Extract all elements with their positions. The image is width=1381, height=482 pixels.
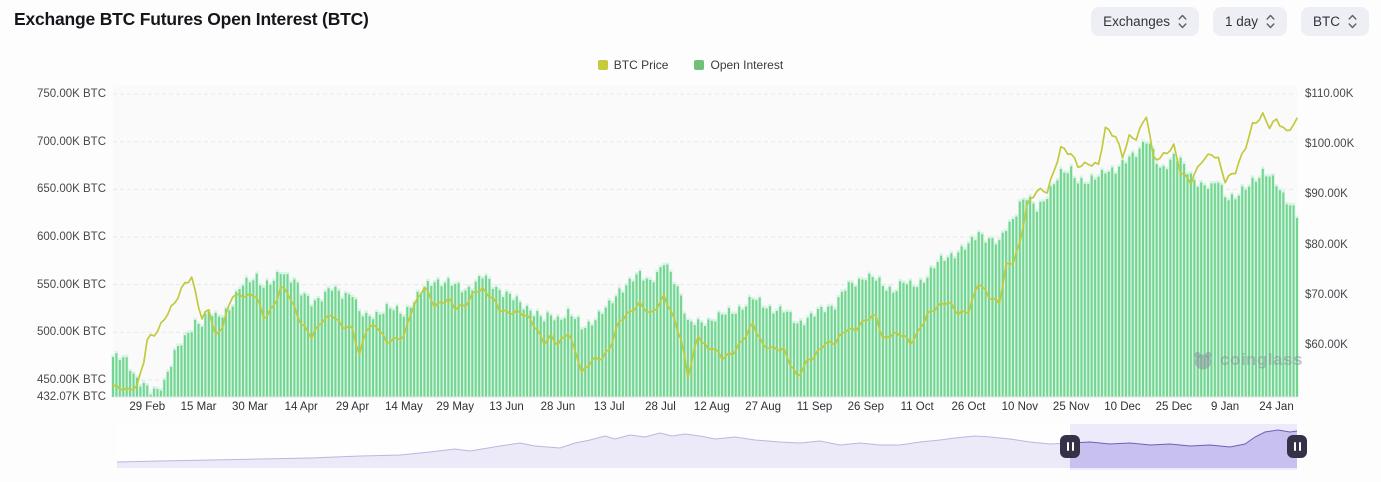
y-axis-left-label: 550.00K BTC [36,278,106,291]
y-axis-right-label: $90.00K [1305,188,1348,201]
legend-label-open-interest: Open Interest [710,58,784,72]
x-axis-label: 25 Nov [1052,401,1090,413]
x-axis-label: 29 Feb [129,401,166,413]
x-axis-label: 15 Mar [180,401,217,413]
x-axis-label: 9 Jan [1211,401,1240,413]
interval-dropdown-label: 1 day [1224,14,1258,29]
legend: BTC Price Open Interest [0,58,1381,72]
x-axis-label: 11 Sep [796,401,833,413]
x-axis-label: 28 Jun [540,401,576,413]
legend-item-btc-price[interactable]: BTC Price [597,58,669,72]
updown-chevron-icon [1266,14,1275,29]
chart-controls: Exchanges 1 day BTC [1091,7,1369,36]
y-axis-right-label: $80.00K [1305,238,1348,251]
navigator-handle-left[interactable] [1060,435,1080,458]
y-axis-left-label: 500.00K BTC [36,326,106,339]
unit-dropdown-label: BTC [1313,14,1340,29]
x-axis-label: 10 Nov [1001,401,1039,413]
exchanges-dropdown[interactable]: Exchanges [1091,7,1199,36]
y-axis-right-label: $110.00K [1305,88,1354,100]
y-axis-left-label: 432.07K BTC [36,391,106,403]
x-axis-label: 14 Apr [284,401,318,413]
x-axis-label: 26 Oct [951,401,986,413]
watermark-text: coinglass [1220,350,1303,369]
legend-item-open-interest[interactable]: Open Interest [694,58,783,72]
x-axis-label: 30 Mar [231,401,268,413]
x-axis-label: 28 Jul [645,401,676,413]
btc-price-swatch-icon [597,60,608,70]
legend-label-btc-price: BTC Price [613,58,669,72]
y-axis-left-label: 600.00K BTC [36,230,106,243]
coinglass-logo-icon [1194,351,1212,370]
page-title: Exchange BTC Futures Open Interest (BTC) [14,9,369,29]
y-axis-left-label: 750.00K BTC [36,88,106,100]
x-axis-label: 12 Aug [693,401,730,413]
x-axis-label: 24 Jan [1259,401,1294,413]
y-axis-left-label: 700.00K BTC [36,135,106,148]
watermark: coinglass [1191,348,1303,372]
open-interest-swatch-icon [694,60,705,70]
exchanges-dropdown-label: Exchanges [1103,14,1170,29]
x-axis-label: 29 Apr [335,401,370,413]
x-axis-label: 10 Dec [1104,401,1141,413]
navigator-track[interactable] [117,424,1297,470]
navigator-handle-right[interactable] [1287,435,1307,458]
updown-chevron-icon [1348,14,1357,29]
x-axis-label: 25 Dec [1155,401,1193,413]
y-axis-left-label: 650.00K BTC [36,183,106,196]
x-axis-label: 13 Jul [593,401,625,413]
x-axis-label: 13 Jun [489,401,524,413]
unit-dropdown[interactable]: BTC [1301,7,1369,36]
y-axis-left-label: 450.00K BTC [36,373,106,386]
y-axis-right-label: $60.00K [1305,339,1348,351]
x-axis-label: 26 Sep [847,401,885,413]
y-axis-right-label: $100.00K [1305,138,1355,151]
x-axis-label: 14 May [385,401,423,413]
x-axis-label: 29 May [436,401,475,413]
x-axis-label: 27 Aug [745,401,782,413]
updown-chevron-icon [1178,14,1187,29]
x-axis-label: 11 Oct [900,401,934,413]
interval-dropdown[interactable]: 1 day [1212,7,1287,36]
y-axis-right-label: $70.00K [1305,288,1348,301]
